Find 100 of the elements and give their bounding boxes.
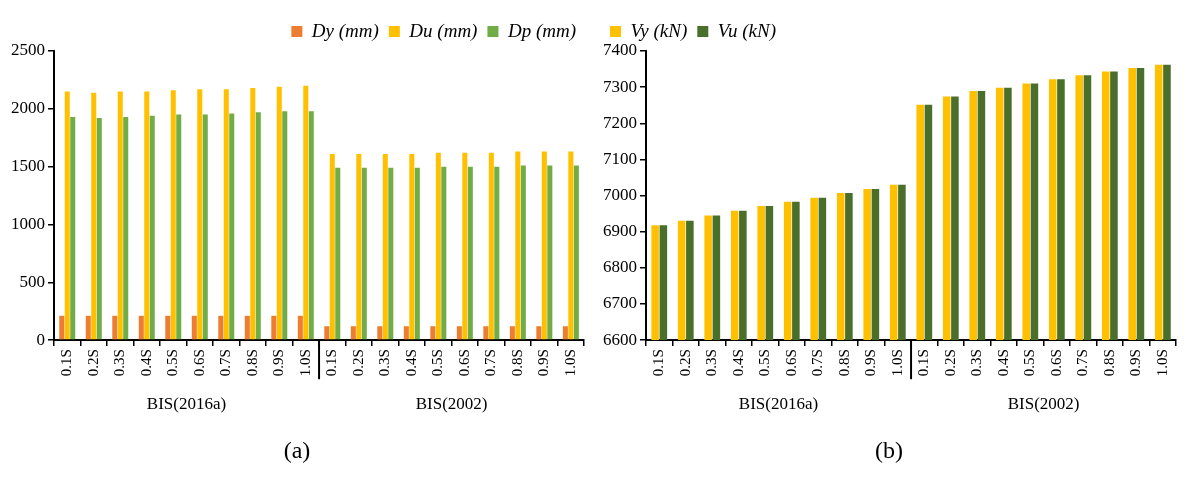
text: BIS(2016a): [146, 393, 227, 413]
x-tick-label: 0.7S: [217, 349, 234, 377]
y-tick-label: 7200: [603, 112, 637, 132]
x-tick-label: 0.6S: [455, 349, 472, 377]
bar: [361, 167, 367, 340]
bar: [409, 153, 415, 340]
bar: [308, 111, 314, 340]
bar: [170, 90, 176, 340]
y-tick-label: 0: [36, 329, 45, 349]
bar: [403, 326, 409, 340]
x-tick-label: 0.4S: [402, 349, 419, 377]
bar: [377, 326, 383, 340]
bar: [117, 91, 123, 340]
bar: [414, 167, 420, 340]
x-tick-label: 0.8S: [1100, 349, 1117, 377]
x-tick-label: 0.1S: [650, 349, 667, 377]
x-tick-label: 0.9S: [270, 349, 287, 377]
bar: [59, 315, 65, 340]
bar: [202, 114, 208, 340]
y-tick-label: 2500: [11, 40, 45, 60]
x-tick-label: 0.4S: [137, 349, 154, 377]
bar: [91, 92, 97, 340]
x-tick-label: 1.0S: [296, 349, 313, 377]
bar: [123, 116, 129, 340]
x-tick-label: 0.7S: [1074, 349, 1091, 377]
x-tick-label: 0.4S: [729, 349, 746, 377]
bar: [494, 166, 500, 340]
y-tick-label: 6800: [603, 257, 637, 277]
bar: [509, 326, 515, 340]
bar: [197, 89, 203, 340]
bar: [536, 326, 542, 340]
x-tick-label: 0.2S: [84, 349, 101, 377]
x-tick-label: 0.6S: [1047, 349, 1064, 377]
bar: [176, 114, 182, 340]
x-tick-label: 1.0S: [561, 349, 578, 377]
bar: [388, 167, 394, 340]
y-tick-label: 2000: [11, 98, 45, 118]
x-tick-label: 0.3S: [111, 349, 128, 377]
text: BIS(2002): [1007, 393, 1080, 413]
x-tick-label: 0.6S: [190, 349, 207, 377]
bar: [149, 115, 155, 340]
bar: [483, 326, 489, 340]
x-tick-label: 0.4S: [994, 349, 1011, 377]
x-tick-label: 0.7S: [482, 349, 499, 377]
legend-label: Vu (kN): [717, 19, 777, 42]
text: (a): [283, 436, 311, 463]
x-tick-label: 0.8S: [243, 349, 260, 377]
x-tick-label: 0.1S: [323, 349, 340, 377]
bar: [324, 326, 330, 340]
bar: [255, 112, 261, 340]
y-tick-label: 6600: [603, 329, 637, 349]
x-tick-label: 0.3S: [703, 349, 720, 377]
bar: [467, 166, 473, 340]
bar: [462, 152, 468, 340]
y-tick-label: 6700: [603, 293, 637, 313]
x-tick-label: 0.2S: [941, 349, 958, 377]
x-tick-label: 0.1S: [58, 349, 75, 377]
bar: [223, 89, 229, 340]
bar: [244, 315, 250, 340]
x-tick-label: 0.3S: [376, 349, 393, 377]
bar: [96, 118, 102, 340]
bar: [165, 315, 171, 340]
x-tick-label: 0.2S: [676, 349, 693, 377]
bar: [250, 88, 256, 340]
bar: [335, 167, 341, 340]
x-tick-label: 0.5S: [756, 349, 773, 377]
bar: [138, 315, 144, 340]
bar: [64, 91, 70, 340]
bar: [573, 165, 579, 340]
x-tick-label: 0.9S: [535, 349, 552, 377]
bar: [329, 153, 335, 340]
bar: [350, 326, 356, 340]
x-tick-label: 0.9S: [1127, 349, 1144, 377]
y-tick-label: 7000: [603, 185, 637, 205]
legend-label: Dy (mm): [310, 19, 379, 42]
bar: [515, 151, 521, 340]
bar: [271, 315, 277, 340]
y-tick-label: 500: [19, 271, 45, 291]
legend-label: Vy (kN): [630, 19, 688, 42]
x-tick-label: 1.0S: [888, 349, 905, 377]
bar: [229, 113, 235, 340]
bar: [276, 86, 282, 340]
bar: [303, 85, 309, 340]
bar: [112, 315, 118, 340]
bar: [430, 326, 436, 340]
bar: [568, 151, 574, 340]
x-tick-label: 0.8S: [835, 349, 852, 377]
bar: [218, 315, 224, 340]
bar: [520, 165, 526, 340]
bar: [547, 165, 553, 340]
x-tick-label: 0.5S: [164, 349, 181, 377]
bar: [356, 153, 362, 340]
x-tick-label: 0.7S: [809, 349, 826, 377]
bar: [382, 153, 388, 340]
x-tick-label: 0.8S: [508, 349, 525, 377]
text: BIS(2016a): [738, 393, 819, 413]
bar: [541, 151, 547, 340]
x-tick-label: 0.2S: [349, 349, 366, 377]
bar: [562, 326, 568, 340]
y-tick-label: 7400: [603, 40, 637, 60]
